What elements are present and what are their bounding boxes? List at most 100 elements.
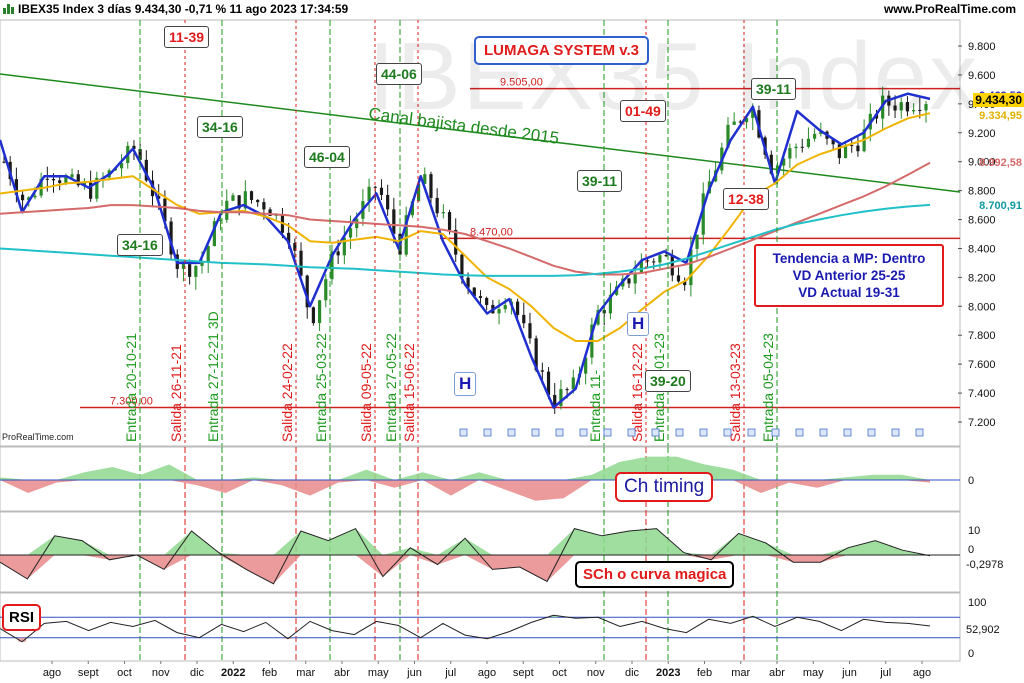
score-tag: 44-06 bbox=[376, 63, 422, 85]
candle-body bbox=[27, 197, 31, 201]
candle-body bbox=[58, 180, 62, 183]
candle-body bbox=[751, 110, 755, 118]
candle-body bbox=[794, 146, 798, 149]
candle-body bbox=[423, 174, 427, 184]
time-tick-label: feb bbox=[697, 667, 712, 679]
trend-line-3: VD Actual 19-31 bbox=[798, 285, 900, 300]
price-tick-label: 8.200 bbox=[968, 272, 996, 284]
calendar-icon bbox=[579, 428, 588, 437]
candle-body bbox=[695, 234, 699, 249]
mm-yellow-line bbox=[0, 112, 931, 342]
candle-body bbox=[70, 174, 74, 178]
time-tick-label: jun bbox=[841, 667, 857, 679]
h-marker: H bbox=[627, 312, 650, 336]
trend-box: Tendencia a MP: Dentro VD Anterior 25-25… bbox=[754, 244, 944, 307]
calendar-icon bbox=[531, 428, 540, 437]
price-tag-yellow: 9.334,95 bbox=[979, 110, 1022, 122]
candle-body bbox=[33, 195, 37, 198]
sch-pane-frame bbox=[0, 511, 961, 593]
time-tick-label: oct bbox=[552, 667, 567, 679]
candle-body bbox=[317, 300, 322, 324]
candle-body bbox=[200, 262, 204, 267]
calendar-icon bbox=[651, 428, 660, 437]
candle-body bbox=[837, 144, 841, 159]
candle-body bbox=[336, 251, 340, 256]
candle-body bbox=[14, 179, 18, 195]
calendar-icon bbox=[483, 428, 492, 437]
candle-body bbox=[262, 202, 266, 210]
sch-tick: 10 bbox=[968, 525, 980, 537]
price-pane-frame bbox=[0, 19, 961, 447]
candle-body bbox=[782, 158, 786, 166]
candle-body bbox=[348, 228, 353, 238]
candle-body bbox=[287, 232, 291, 243]
score-tag: 12-38 bbox=[723, 188, 769, 210]
candle-body bbox=[119, 162, 124, 169]
time-tick-label: may bbox=[803, 667, 824, 679]
time-tick-label: feb bbox=[262, 667, 277, 679]
signal-label: Salida 13-03-23 bbox=[727, 343, 743, 442]
time-tick-label: sept bbox=[78, 667, 99, 679]
time-tick-label: ago bbox=[478, 667, 496, 679]
sch-line bbox=[0, 527, 931, 585]
candle-body bbox=[627, 278, 631, 284]
candle-body bbox=[819, 131, 823, 134]
candle-body bbox=[850, 145, 854, 147]
candle-body bbox=[645, 260, 650, 262]
candle-body bbox=[726, 124, 730, 148]
rsi-oversold-area bbox=[18, 637, 492, 642]
score-tag: 01-49 bbox=[620, 100, 666, 122]
candle-body bbox=[188, 264, 192, 277]
site-url[interactable]: www.ProRealTime.com bbox=[883, 2, 1016, 16]
candle-body bbox=[379, 187, 384, 195]
candle-body bbox=[553, 394, 557, 406]
candle-body bbox=[89, 182, 93, 199]
candle-body bbox=[237, 195, 241, 209]
candle-body bbox=[918, 109, 922, 111]
rsi-label: RSI bbox=[2, 604, 42, 631]
candle-body bbox=[429, 174, 433, 198]
time-tick-label: nov bbox=[587, 667, 605, 679]
candle-body bbox=[540, 370, 544, 372]
rsi-last-value: 52,902 bbox=[966, 624, 1000, 636]
ch-timing-label: Ch timing bbox=[615, 472, 714, 502]
candle-body bbox=[899, 102, 903, 111]
sch-last-value: -0,2978 bbox=[966, 559, 1003, 571]
sch-negative-area bbox=[0, 555, 930, 584]
candle-body bbox=[732, 121, 736, 125]
candle-body bbox=[305, 275, 309, 308]
candle-body bbox=[546, 371, 551, 395]
candle-body bbox=[571, 377, 575, 390]
candle-body bbox=[212, 221, 216, 247]
time-tick-label: sept bbox=[513, 667, 534, 679]
calendar-icon bbox=[915, 428, 924, 437]
candle-body bbox=[831, 138, 835, 145]
candle-body bbox=[404, 215, 408, 255]
price-tick-label: 7.200 bbox=[968, 417, 996, 429]
rsi-line bbox=[0, 614, 931, 643]
candle-body bbox=[95, 177, 99, 199]
candle-body bbox=[256, 199, 260, 203]
candle-body bbox=[76, 174, 80, 186]
candle-body bbox=[299, 250, 303, 276]
candle-body bbox=[701, 193, 705, 235]
candle-body bbox=[639, 260, 643, 274]
score-tag: 46-04 bbox=[304, 146, 350, 168]
mm-red-line bbox=[0, 161, 931, 276]
candle-body bbox=[676, 275, 681, 282]
price-tick-label: 7.400 bbox=[968, 388, 996, 400]
trend-line-2: VD Anterior 25-25 bbox=[792, 268, 906, 283]
time-tick-label: ago bbox=[43, 667, 61, 679]
candle-body bbox=[82, 182, 87, 186]
h-marker: H bbox=[454, 372, 477, 396]
candle-body bbox=[386, 194, 390, 210]
candle-body bbox=[522, 314, 526, 324]
candle-body bbox=[633, 273, 637, 284]
candle-body bbox=[856, 145, 860, 152]
level-label: 7.300,00 bbox=[110, 396, 153, 408]
time-tick-label: dic bbox=[190, 667, 205, 679]
price-tick-label: 9.000 bbox=[968, 157, 996, 169]
candle-body bbox=[515, 301, 520, 315]
signal-label: Entrada 27-05-22 bbox=[383, 333, 399, 442]
price-tick-label: 9.200 bbox=[968, 128, 996, 140]
